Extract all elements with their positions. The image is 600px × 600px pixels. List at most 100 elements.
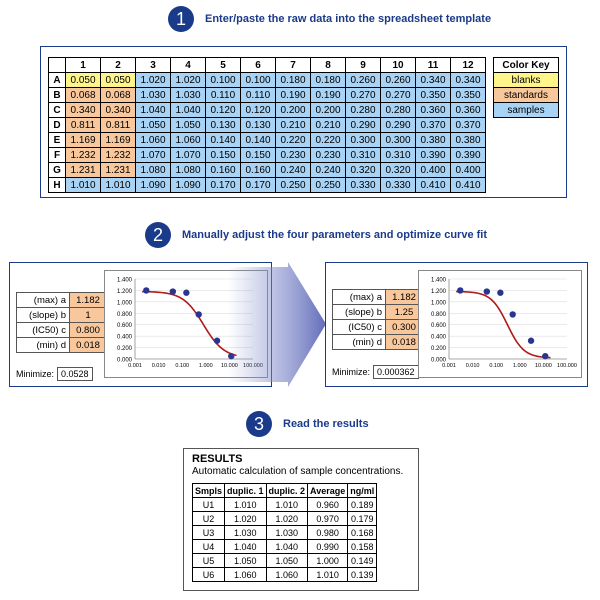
grid-cell[interactable]: 0.250 xyxy=(310,177,346,193)
grid-cell[interactable]: 0.190 xyxy=(310,87,346,103)
grid-cell[interactable]: 0.340 xyxy=(100,102,136,118)
grid-cell[interactable]: 0.250 xyxy=(275,177,311,193)
grid-cell[interactable]: 0.300 xyxy=(345,132,381,148)
grid-cell[interactable]: 0.270 xyxy=(345,87,381,103)
grid-cell[interactable]: 1.020 xyxy=(170,72,206,88)
grid-cell[interactable]: 0.811 xyxy=(65,117,101,133)
grid-cell[interactable]: 1.040 xyxy=(170,102,206,118)
grid-cell[interactable]: 0.120 xyxy=(240,102,276,118)
grid-cell[interactable]: 0.220 xyxy=(310,132,346,148)
grid-cell[interactable]: 0.200 xyxy=(310,102,346,118)
grid-cell[interactable]: 1.010 xyxy=(65,177,101,193)
grid-cell[interactable]: 1.030 xyxy=(135,87,171,103)
grid-cell[interactable]: 0.350 xyxy=(415,87,451,103)
grid-cell[interactable]: 0.110 xyxy=(205,87,241,103)
grid-cell[interactable]: 0.360 xyxy=(450,102,486,118)
grid-cell[interactable]: 1.090 xyxy=(170,177,206,193)
param-c-value[interactable]: 0.800 xyxy=(69,322,107,338)
grid-cell[interactable]: 0.410 xyxy=(450,177,486,193)
grid-cell[interactable]: 0.270 xyxy=(380,87,416,103)
grid-cell[interactable]: 0.240 xyxy=(275,162,311,178)
grid-cell[interactable]: 0.120 xyxy=(205,102,241,118)
grid-cell[interactable]: 1.169 xyxy=(100,132,136,148)
grid-cell[interactable]: 0.370 xyxy=(415,117,451,133)
grid-cell[interactable]: 0.290 xyxy=(380,117,416,133)
param-d-value[interactable]: 0.018 xyxy=(385,334,423,350)
grid-cell[interactable]: 0.110 xyxy=(240,87,276,103)
grid-cell[interactable]: 0.170 xyxy=(205,177,241,193)
grid-cell[interactable]: 0.240 xyxy=(310,162,346,178)
grid-cell[interactable]: 0.100 xyxy=(205,72,241,88)
param-b-value[interactable]: 1 xyxy=(69,307,107,323)
grid-cell[interactable]: 0.390 xyxy=(450,147,486,163)
grid-cell[interactable]: 0.330 xyxy=(380,177,416,193)
grid-cell[interactable]: 1.030 xyxy=(170,87,206,103)
grid-cell[interactable]: 0.811 xyxy=(100,117,136,133)
grid-cell[interactable]: 0.340 xyxy=(65,102,101,118)
grid-cell[interactable]: 0.410 xyxy=(415,177,451,193)
grid-cell[interactable]: 0.210 xyxy=(275,117,311,133)
grid-cell[interactable]: 1.080 xyxy=(170,162,206,178)
grid-cell[interactable]: 0.340 xyxy=(415,72,451,88)
grid-cell[interactable]: 1.050 xyxy=(135,117,171,133)
param-c-value[interactable]: 0.300 xyxy=(385,319,423,335)
grid-cell[interactable]: 0.140 xyxy=(240,132,276,148)
grid-cell[interactable]: 1.070 xyxy=(135,147,171,163)
grid-cell[interactable]: 0.100 xyxy=(240,72,276,88)
grid-cell[interactable]: 0.170 xyxy=(240,177,276,193)
grid-cell[interactable]: 0.260 xyxy=(380,72,416,88)
grid-cell[interactable]: 0.380 xyxy=(415,132,451,148)
grid-cell[interactable]: 0.400 xyxy=(450,162,486,178)
grid-cell[interactable]: 0.260 xyxy=(345,72,381,88)
grid-cell[interactable]: 0.150 xyxy=(205,147,241,163)
grid-cell[interactable]: 0.380 xyxy=(450,132,486,148)
param-d-value[interactable]: 0.018 xyxy=(69,337,107,353)
grid-cell[interactable]: 0.180 xyxy=(310,72,346,88)
grid-cell[interactable]: 1.020 xyxy=(135,72,171,88)
grid-cell[interactable]: 0.330 xyxy=(345,177,381,193)
grid-cell[interactable]: 1.060 xyxy=(135,132,171,148)
grid-cell[interactable]: 0.320 xyxy=(380,162,416,178)
grid-cell[interactable]: 1.231 xyxy=(100,162,136,178)
grid-cell[interactable]: 1.231 xyxy=(65,162,101,178)
grid-cell[interactable]: 0.050 xyxy=(65,72,101,88)
grid-cell[interactable]: 1.010 xyxy=(100,177,136,193)
grid-cell[interactable]: 0.370 xyxy=(450,117,486,133)
grid-cell[interactable]: 0.310 xyxy=(380,147,416,163)
grid-cell[interactable]: 0.350 xyxy=(450,87,486,103)
grid-cell[interactable]: 0.220 xyxy=(275,132,311,148)
grid-cell[interactable]: 0.230 xyxy=(310,147,346,163)
grid-cell[interactable]: 0.210 xyxy=(310,117,346,133)
grid-cell[interactable]: 0.050 xyxy=(100,72,136,88)
grid-cell[interactable]: 0.130 xyxy=(205,117,241,133)
grid-cell[interactable]: 0.180 xyxy=(275,72,311,88)
param-b-value[interactable]: 1.25 xyxy=(385,304,423,320)
grid-cell[interactable]: 0.390 xyxy=(415,147,451,163)
grid-cell[interactable]: 0.140 xyxy=(205,132,241,148)
grid-cell[interactable]: 0.130 xyxy=(240,117,276,133)
grid-cell[interactable]: 1.080 xyxy=(135,162,171,178)
param-a-value[interactable]: 1.182 xyxy=(385,289,423,305)
grid-cell[interactable]: 0.300 xyxy=(380,132,416,148)
grid-cell[interactable]: 1.169 xyxy=(65,132,101,148)
grid-cell[interactable]: 0.320 xyxy=(345,162,381,178)
grid-cell[interactable]: 0.160 xyxy=(205,162,241,178)
grid-cell[interactable]: 0.230 xyxy=(275,147,311,163)
grid-cell[interactable]: 0.068 xyxy=(100,87,136,103)
grid-cell[interactable]: 0.340 xyxy=(450,72,486,88)
grid-cell[interactable]: 1.070 xyxy=(170,147,206,163)
grid-cell[interactable]: 1.050 xyxy=(170,117,206,133)
grid-cell[interactable]: 0.290 xyxy=(345,117,381,133)
grid-cell[interactable]: 0.280 xyxy=(345,102,381,118)
grid-cell[interactable]: 0.150 xyxy=(240,147,276,163)
grid-cell[interactable]: 0.068 xyxy=(65,87,101,103)
grid-cell[interactable]: 1.090 xyxy=(135,177,171,193)
grid-cell[interactable]: 1.040 xyxy=(135,102,171,118)
grid-cell[interactable]: 1.060 xyxy=(170,132,206,148)
grid-cell[interactable]: 0.310 xyxy=(345,147,381,163)
grid-cell[interactable]: 0.360 xyxy=(415,102,451,118)
grid-cell[interactable]: 0.280 xyxy=(380,102,416,118)
grid-cell[interactable]: 0.160 xyxy=(240,162,276,178)
grid-cell[interactable]: 0.190 xyxy=(275,87,311,103)
grid-cell[interactable]: 1.232 xyxy=(65,147,101,163)
